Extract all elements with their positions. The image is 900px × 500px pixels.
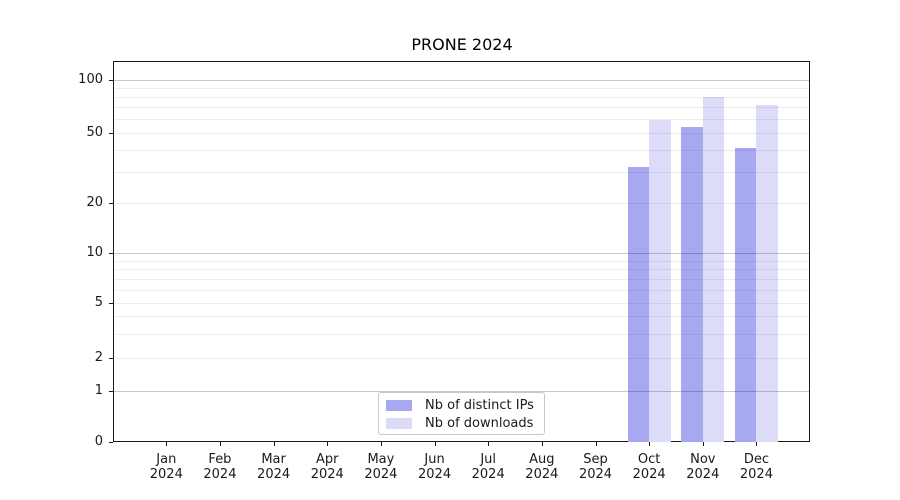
x-tick-mark-jan bbox=[166, 442, 168, 446]
gridline-7 bbox=[114, 278, 809, 280]
y-tick-mark-20 bbox=[109, 203, 113, 204]
x-tick-mark-feb bbox=[219, 442, 221, 446]
y-tick-label-20: 20 bbox=[86, 195, 103, 210]
gridline-70 bbox=[114, 107, 809, 109]
legend-label-downloads: Nb of downloads bbox=[425, 416, 534, 431]
x-tick-label-jun: Jun 2024 bbox=[418, 452, 452, 482]
y-tick-label-10: 10 bbox=[86, 245, 103, 260]
legend-item-downloads: Nb of downloads bbox=[386, 415, 544, 432]
y-tick-label-0: 0 bbox=[94, 434, 103, 449]
y-tick-mark-1 bbox=[109, 391, 113, 392]
x-tick-label-jul: Jul 2024 bbox=[471, 452, 505, 482]
gridline-2 bbox=[114, 358, 809, 359]
gridline-90 bbox=[114, 87, 809, 89]
gridline-60 bbox=[114, 118, 809, 120]
gridline-6 bbox=[114, 289, 809, 291]
legend: Nb of distinct IPs Nb of downloads bbox=[378, 392, 545, 435]
bar-dec-ips bbox=[734, 148, 757, 442]
x-tick-label-jan: Jan 2024 bbox=[149, 452, 183, 482]
x-tick-mark-may bbox=[380, 442, 382, 446]
x-tick-label-nov: Nov 2024 bbox=[686, 452, 720, 482]
x-tick-label-dec: Dec 2024 bbox=[739, 452, 773, 482]
gridline-9 bbox=[114, 260, 809, 262]
y-tick-label-5: 5 bbox=[94, 295, 103, 310]
y-tick-mark-50 bbox=[109, 133, 113, 134]
x-tick-mark-dec bbox=[756, 442, 758, 446]
gridline-40 bbox=[114, 150, 809, 152]
y-tick-label-50: 50 bbox=[86, 125, 103, 140]
chart-title: PRONE 2024 bbox=[411, 35, 513, 54]
legend-label-distinct-ips: Nb of distinct IPs bbox=[425, 398, 534, 413]
bar-oct-downloads bbox=[649, 120, 671, 442]
x-tick-mark-aug bbox=[541, 442, 543, 446]
x-tick-mark-sep bbox=[595, 442, 597, 446]
bar-dec-downloads bbox=[756, 104, 778, 442]
y-tick-mark-10 bbox=[109, 253, 113, 254]
gridline-50 bbox=[114, 133, 809, 134]
y-tick-mark-100 bbox=[109, 79, 113, 81]
bar-nov-ips bbox=[681, 127, 703, 442]
x-tick-label-apr: Apr 2024 bbox=[310, 452, 344, 482]
bar-nov-downloads bbox=[702, 96, 725, 442]
legend-swatch-distinct-ips bbox=[386, 400, 412, 411]
x-tick-mark-jun bbox=[434, 442, 436, 446]
y-tick-label-100: 100 bbox=[78, 71, 103, 87]
gridline-20 bbox=[114, 203, 809, 204]
y-tick-mark-0 bbox=[109, 442, 113, 443]
gridline-5 bbox=[114, 303, 809, 304]
gridline-100 bbox=[114, 79, 809, 81]
y-tick-label-1: 1 bbox=[94, 383, 103, 398]
x-tick-mark-nov bbox=[702, 442, 704, 446]
x-tick-mark-apr bbox=[327, 442, 329, 446]
gridline-3 bbox=[114, 333, 809, 335]
x-tick-mark-oct bbox=[649, 442, 651, 446]
gridline-4 bbox=[114, 316, 809, 318]
plot-area bbox=[113, 61, 810, 442]
x-tick-label-mar: Mar 2024 bbox=[257, 452, 291, 482]
x-tick-label-may: May 2024 bbox=[364, 452, 398, 482]
gridline-8 bbox=[114, 269, 809, 271]
gridline-80 bbox=[114, 96, 809, 98]
y-tick-mark-5 bbox=[109, 303, 113, 304]
gridline-30 bbox=[114, 172, 809, 174]
x-tick-label-sep: Sep 2024 bbox=[578, 452, 613, 482]
y-tick-label-2: 2 bbox=[94, 350, 103, 365]
gridline-10 bbox=[114, 253, 809, 254]
y-tick-mark-2 bbox=[109, 358, 113, 359]
legend-swatch-downloads bbox=[386, 418, 412, 429]
x-tick-label-oct: Oct 2024 bbox=[632, 452, 666, 482]
x-tick-label-aug: Aug 2024 bbox=[525, 452, 559, 482]
bar-oct-ips bbox=[627, 167, 650, 442]
x-tick-mark-jul bbox=[488, 442, 490, 446]
x-tick-label-feb: Feb 2024 bbox=[203, 452, 237, 482]
x-tick-mark-mar bbox=[273, 442, 275, 446]
gridline-1 bbox=[114, 391, 809, 392]
legend-item-distinct-ips: Nb of distinct IPs bbox=[386, 397, 544, 414]
